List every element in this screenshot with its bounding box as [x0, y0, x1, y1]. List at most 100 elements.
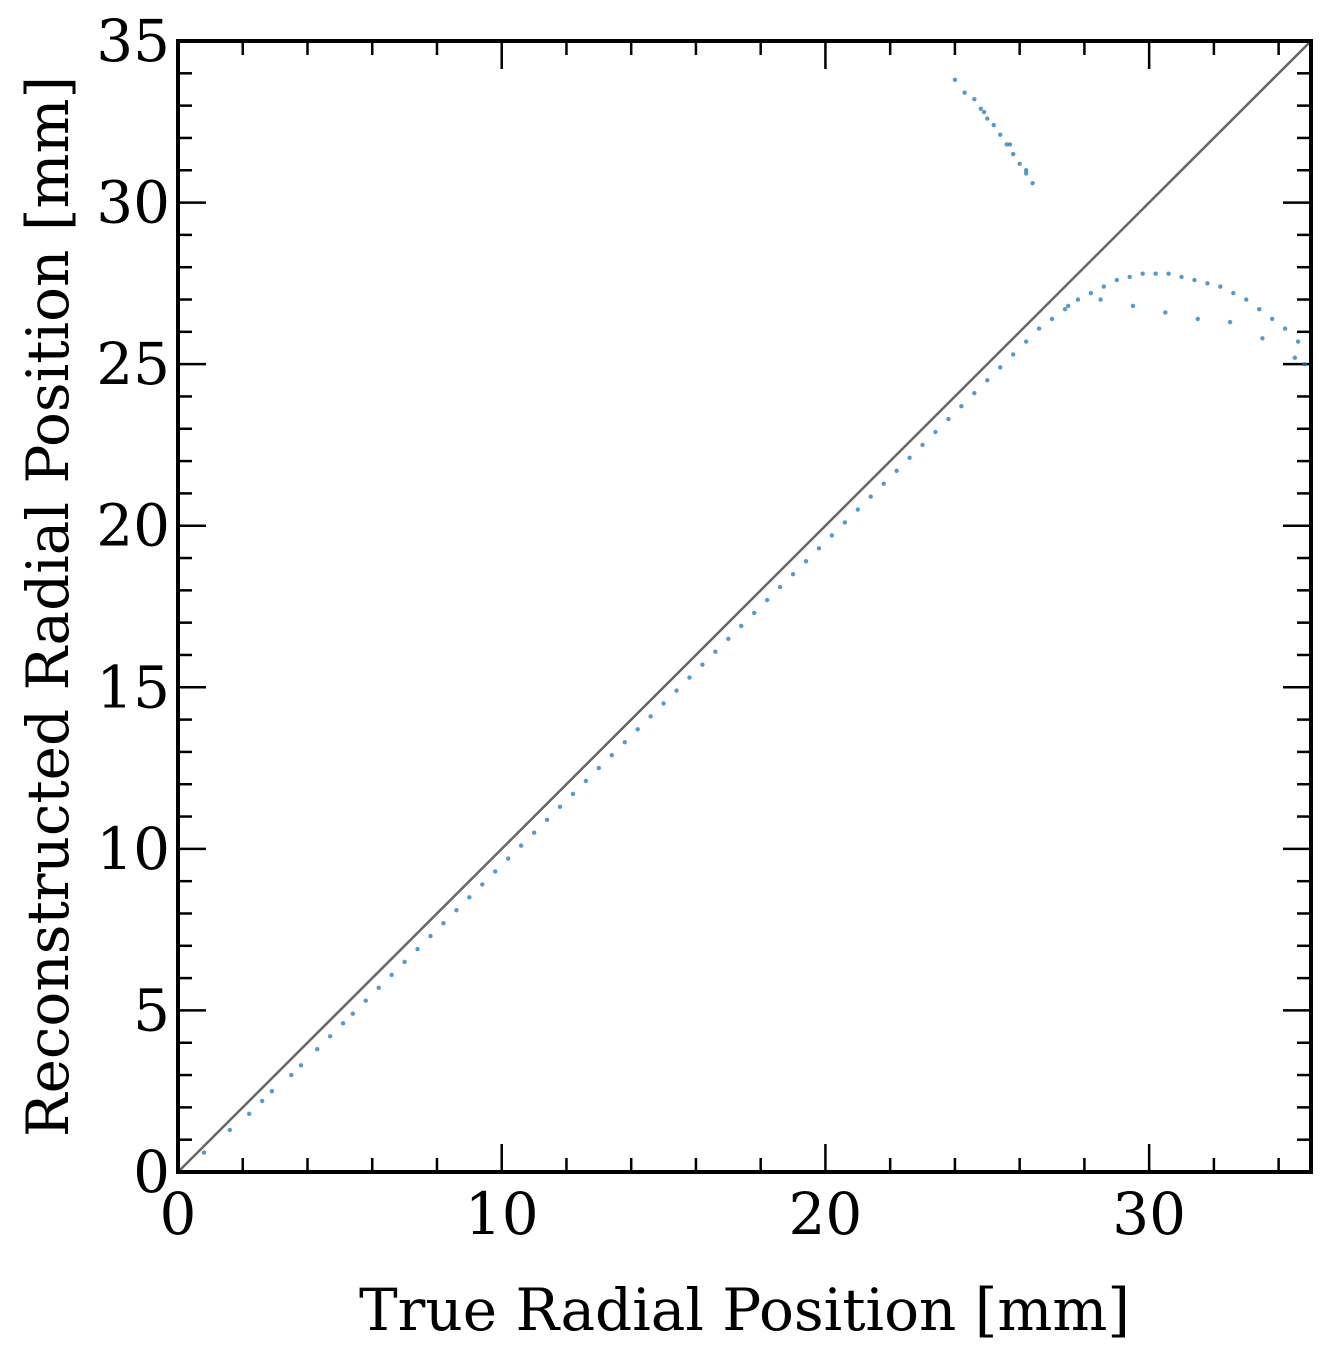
data-point [985, 378, 990, 383]
data-point [959, 403, 964, 409]
data-point [739, 623, 744, 629]
data-point [583, 778, 589, 784]
data-point [1017, 161, 1022, 166]
data-point [1004, 142, 1009, 147]
x-axis-title: True Radial Position [mm] [359, 1276, 1130, 1344]
data-point [1179, 274, 1184, 280]
y-tick-label: 15 [96, 653, 170, 721]
y-tick-label: 0 [133, 1138, 170, 1206]
y-tick-label: 25 [96, 330, 170, 398]
data-point [340, 1021, 346, 1026]
data-point [1163, 310, 1168, 315]
x-tick-label: 0 [160, 1180, 197, 1248]
y-tick-label: 35 [96, 7, 170, 75]
data-point [1192, 277, 1197, 283]
data-point [415, 946, 420, 952]
data-point [855, 507, 860, 512]
data-point [894, 468, 899, 473]
data-point [1127, 274, 1132, 280]
data-point [269, 1089, 275, 1094]
data-point [622, 740, 627, 745]
data-point [1260, 336, 1265, 341]
tick-labels: 0 10 20 30 0 5 10 15 20 25 30 35 [96, 7, 1186, 1248]
data-point [1153, 271, 1158, 276]
data-point [998, 132, 1003, 137]
data-point [1114, 277, 1119, 283]
data-point [1269, 316, 1275, 322]
data-point [1231, 290, 1236, 296]
x-tick-label: 10 [465, 1180, 539, 1248]
data-point [1218, 284, 1223, 289]
data-point [596, 765, 602, 771]
data-point [1130, 303, 1136, 309]
scatter-points [201, 77, 1314, 1155]
data-point [1023, 168, 1029, 173]
data-point [505, 856, 511, 861]
data-point [998, 365, 1003, 370]
plot-frame [176, 39, 1313, 1174]
data-point [829, 533, 835, 538]
data-point [1227, 319, 1233, 325]
data-point [518, 843, 524, 848]
data-point [259, 1098, 265, 1104]
data-point [713, 649, 718, 654]
data-point [946, 416, 951, 422]
data-point [790, 571, 796, 577]
data-point [363, 998, 368, 1003]
data-point [544, 817, 550, 822]
data-point [816, 546, 822, 551]
data-point [1140, 271, 1145, 276]
data-point [933, 429, 938, 435]
data-point [661, 701, 666, 706]
data-point [389, 972, 394, 978]
data-point [1062, 307, 1068, 312]
data-point [441, 920, 446, 926]
data-point [952, 77, 958, 82]
data-point [1302, 361, 1307, 367]
data-point [1023, 339, 1029, 344]
data-point [227, 1127, 232, 1133]
data-point [962, 90, 967, 95]
data-point [1244, 297, 1249, 302]
data-point [842, 520, 848, 525]
data-point [1023, 171, 1029, 176]
data-point [881, 481, 886, 486]
y-tick-label: 30 [96, 169, 170, 237]
data-point [868, 494, 873, 499]
data-point [972, 391, 977, 396]
data-point [350, 1011, 356, 1016]
data-point [777, 584, 783, 590]
data-point [314, 1047, 320, 1052]
data-point [978, 106, 984, 112]
data-point [327, 1034, 333, 1039]
data-point [402, 959, 407, 965]
y-tick-label: 20 [96, 492, 170, 560]
data-point [1036, 326, 1042, 331]
data-point [1007, 142, 1013, 147]
identity-reference-line [177, 40, 1312, 1173]
y-tick-label: 10 [96, 815, 170, 883]
data-point [803, 559, 809, 564]
data-point [981, 109, 987, 115]
data-point [467, 895, 472, 900]
data-point [1088, 290, 1094, 296]
data-point [376, 985, 381, 991]
data-point [493, 869, 498, 874]
data-point [570, 791, 576, 797]
data-point [674, 688, 679, 693]
data-point [609, 752, 614, 758]
data-point [298, 1063, 304, 1068]
data-point [920, 442, 925, 448]
y-tick-label: 5 [133, 976, 170, 1044]
data-point [1282, 326, 1288, 331]
data-point [752, 610, 757, 616]
data-point [1205, 281, 1210, 286]
data-point [557, 804, 563, 810]
data-point [1049, 316, 1055, 322]
data-point [700, 662, 705, 667]
data-point [1166, 271, 1171, 276]
data-point [480, 882, 485, 887]
data-point [1257, 307, 1262, 312]
data-point [1030, 180, 1035, 186]
